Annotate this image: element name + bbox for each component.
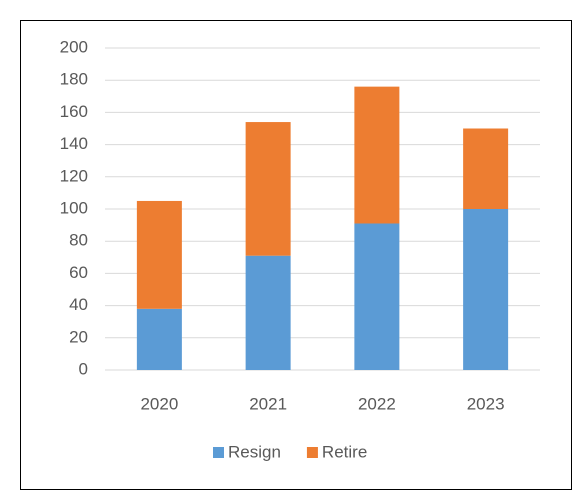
y-tick-label: 120 [60,166,88,185]
y-tick-label: 20 [69,327,88,346]
legend-swatch [213,447,224,458]
bar-segment [136,308,182,370]
bar-segment [136,200,182,309]
y-tick-label: 160 [60,102,88,121]
x-tick-label: 2020 [140,394,178,413]
bar-segment [354,86,400,224]
bar-segment [245,255,291,370]
y-tick-label: 80 [69,231,88,250]
y-tick-label: 140 [60,134,88,153]
bar-segment [463,209,509,370]
x-tick-label: 2021 [249,394,287,413]
y-tick-label: 180 [60,70,88,89]
legend-label: Resign [228,442,281,461]
x-tick-label: 2023 [467,394,505,413]
legend-label: Retire [322,442,367,461]
legend-swatch [306,447,318,458]
y-tick-label: 100 [60,198,88,217]
bar-segment [354,223,400,370]
bar-segment [463,128,509,209]
y-tick-label: 40 [69,295,88,314]
y-tick-label: 0 [79,359,88,378]
y-tick-label: 200 [60,37,88,56]
y-tick-label: 60 [69,263,88,282]
bar-segment [245,122,291,256]
x-tick-label: 2022 [358,394,396,413]
